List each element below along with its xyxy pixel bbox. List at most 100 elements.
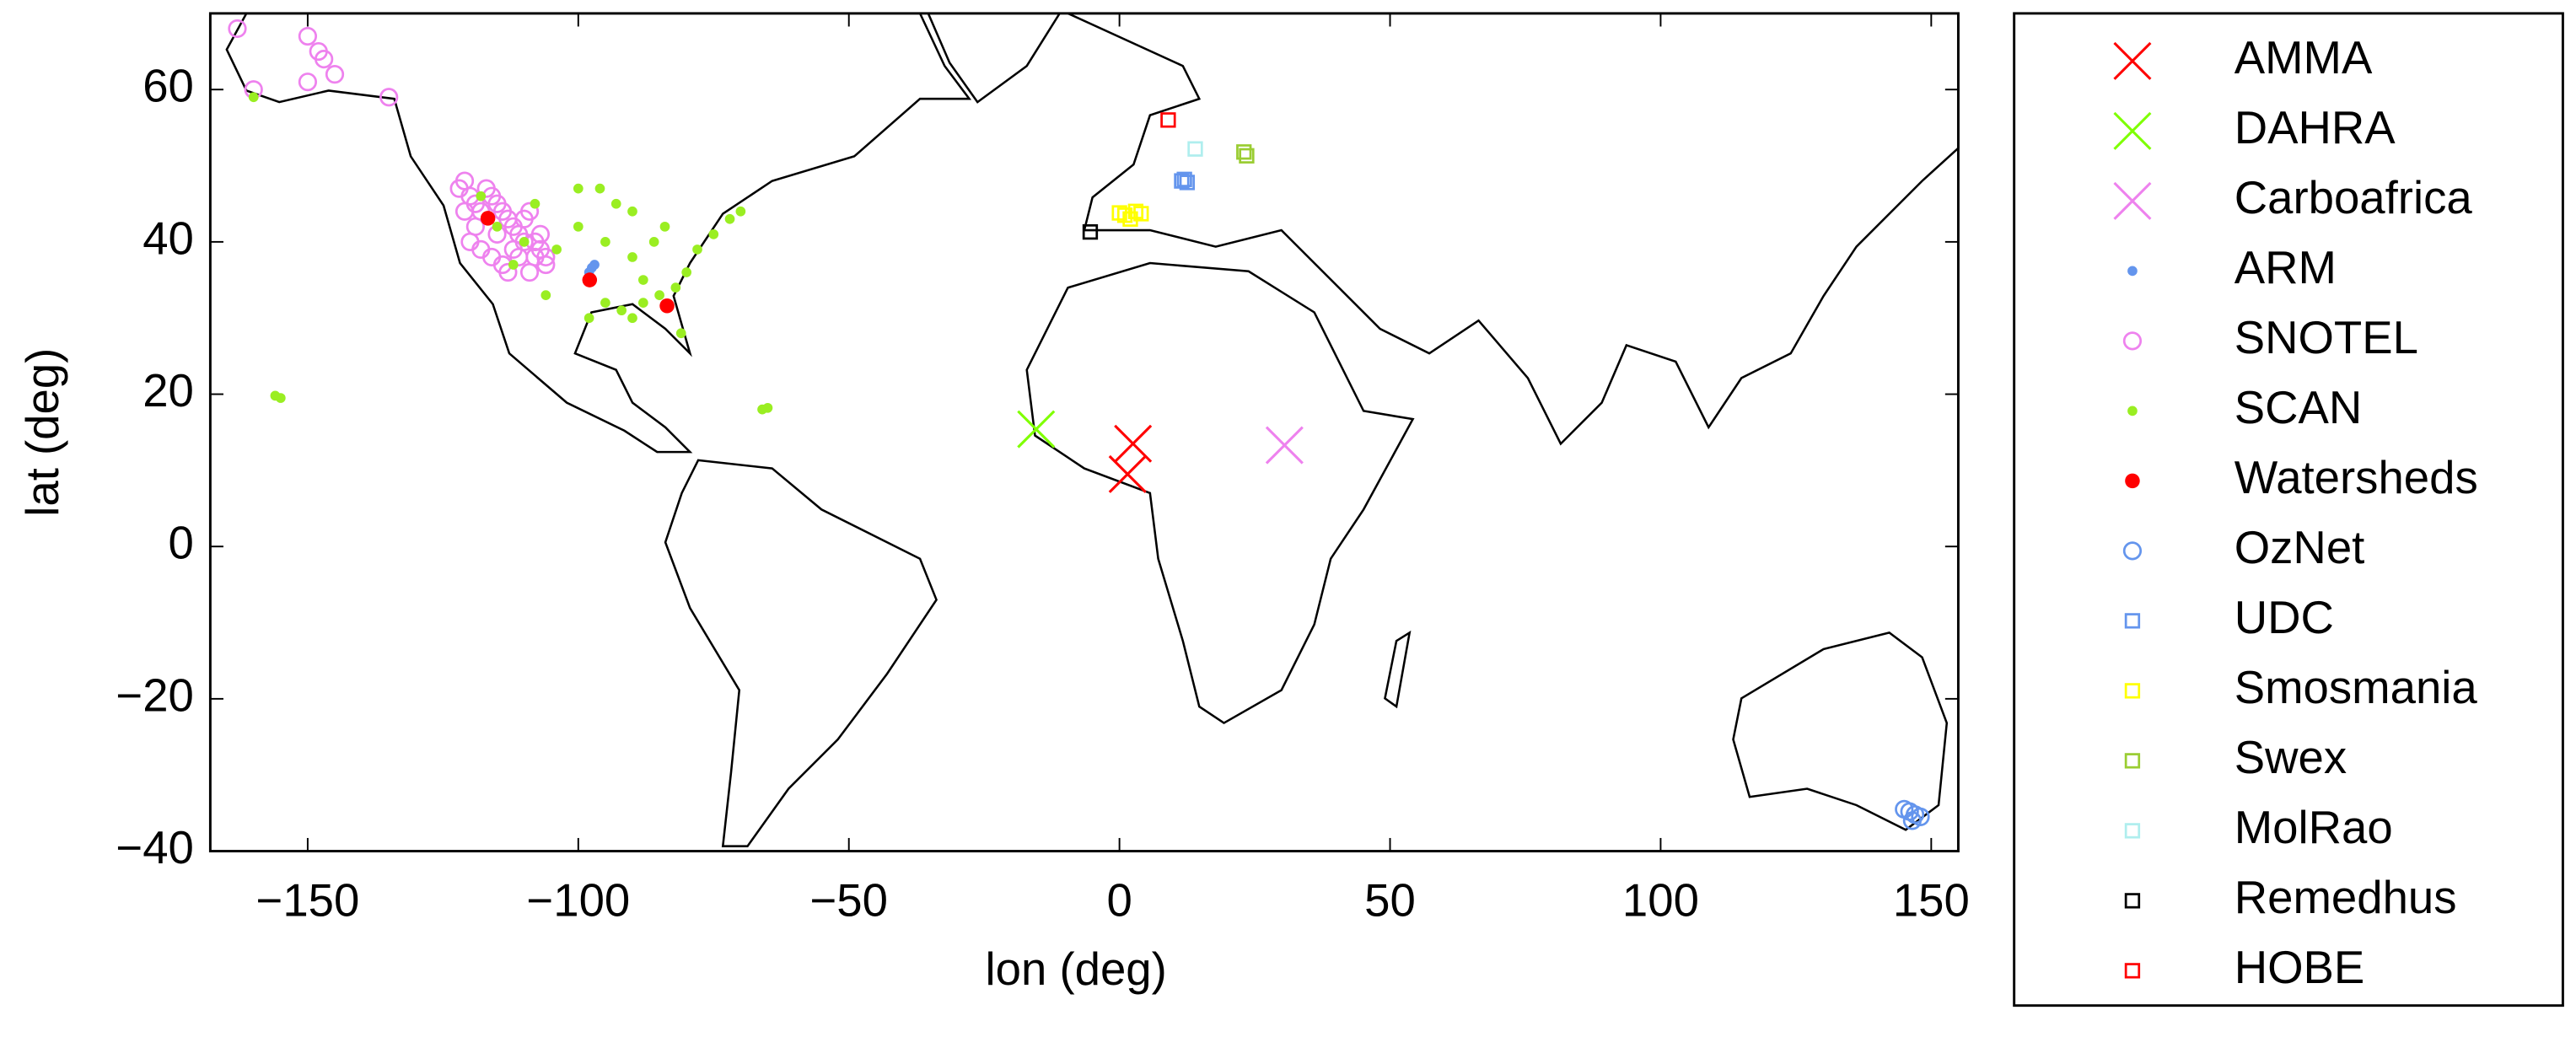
point	[228, 19, 247, 39]
point	[508, 260, 519, 270]
y-tick-label: 60	[143, 61, 194, 112]
point	[627, 206, 637, 217]
legend-marker	[2127, 266, 2138, 277]
point	[589, 260, 600, 270]
point	[379, 88, 399, 107]
legend-label: Swex	[2235, 732, 2347, 783]
point	[465, 217, 485, 236]
point	[536, 255, 556, 275]
legend-box	[2013, 12, 2564, 1007]
point	[1236, 144, 1252, 160]
point	[1133, 206, 1149, 222]
point	[1111, 205, 1127, 221]
point	[530, 198, 540, 209]
point	[536, 247, 556, 267]
legend-marker	[2124, 753, 2141, 769]
legend-label: OzNet	[2235, 522, 2365, 573]
legend-marker	[2124, 823, 2141, 839]
point	[627, 313, 637, 324]
x-axis-label: lon (deg)	[986, 943, 1167, 995]
point	[1160, 112, 1176, 128]
point	[582, 272, 598, 287]
point	[573, 221, 583, 232]
x-tick-label: 100	[1622, 874, 1699, 926]
point	[600, 237, 610, 247]
point	[648, 237, 659, 247]
point	[498, 262, 518, 282]
point	[1902, 811, 1922, 830]
point	[519, 201, 540, 221]
legend-marker	[2124, 683, 2141, 699]
south-america	[664, 459, 938, 847]
point	[594, 183, 605, 194]
eurasia	[1067, 12, 1960, 446]
greenland	[926, 12, 1062, 104]
point	[573, 183, 583, 194]
legend-marker	[2127, 406, 2138, 416]
legend-marker	[2125, 473, 2140, 489]
plot-frame	[208, 12, 1960, 853]
point	[637, 275, 648, 285]
legend-marker	[2113, 41, 2152, 80]
point	[659, 298, 675, 314]
legend-marker	[2113, 181, 2152, 220]
legend-marker	[2113, 111, 2152, 150]
point	[681, 267, 692, 277]
legend-marker	[2124, 963, 2141, 979]
point	[476, 191, 487, 201]
legend-marker	[2124, 893, 2141, 909]
y-axis-label: lat (deg)	[17, 348, 68, 517]
legend-label: HOBE	[2235, 942, 2365, 993]
y-tick-label: −20	[116, 669, 194, 721]
legend-label: MolRao	[2235, 802, 2393, 853]
legend-label: ARM	[2235, 242, 2337, 293]
point	[519, 237, 530, 247]
point	[654, 290, 664, 300]
point	[275, 393, 286, 403]
point	[1017, 410, 1056, 449]
point	[616, 305, 627, 316]
point	[659, 221, 670, 232]
legend-marker	[2124, 613, 2141, 629]
legend-label: UDC	[2235, 592, 2334, 643]
legend-label: Watersheds	[2235, 452, 2478, 503]
point	[583, 313, 594, 324]
point	[454, 201, 475, 221]
point	[692, 244, 702, 255]
legend-label: Remedhus	[2235, 872, 2457, 923]
point	[600, 298, 610, 308]
point	[325, 65, 345, 84]
madagascar	[1384, 630, 1412, 709]
point	[637, 298, 648, 308]
point	[298, 73, 318, 92]
x-tick-label: 0	[1106, 874, 1132, 926]
legend-label: Carboafrica	[2235, 172, 2473, 223]
point	[551, 244, 562, 255]
legend-label: DAHRA	[2235, 102, 2396, 153]
point	[670, 282, 681, 293]
y-tick-label: −40	[116, 822, 194, 873]
point	[480, 211, 496, 226]
point	[724, 213, 735, 224]
point	[509, 247, 529, 267]
point	[540, 290, 551, 300]
legend-label: SNOTEL	[2235, 312, 2418, 363]
legend-label: SCAN	[2235, 382, 2363, 433]
point	[1108, 454, 1147, 493]
point	[610, 198, 621, 209]
point	[1239, 148, 1255, 164]
x-tick-label: 150	[1893, 874, 1970, 926]
point	[1127, 203, 1144, 219]
point	[762, 402, 773, 413]
point	[1187, 141, 1203, 157]
africa	[1025, 261, 1415, 725]
point	[708, 229, 719, 239]
north-america	[225, 12, 972, 454]
point	[530, 224, 550, 244]
legend-label: Smosmania	[2235, 662, 2478, 713]
x-tick-label: −50	[809, 874, 888, 926]
point	[675, 328, 686, 339]
y-tick-label: 20	[143, 365, 194, 416]
